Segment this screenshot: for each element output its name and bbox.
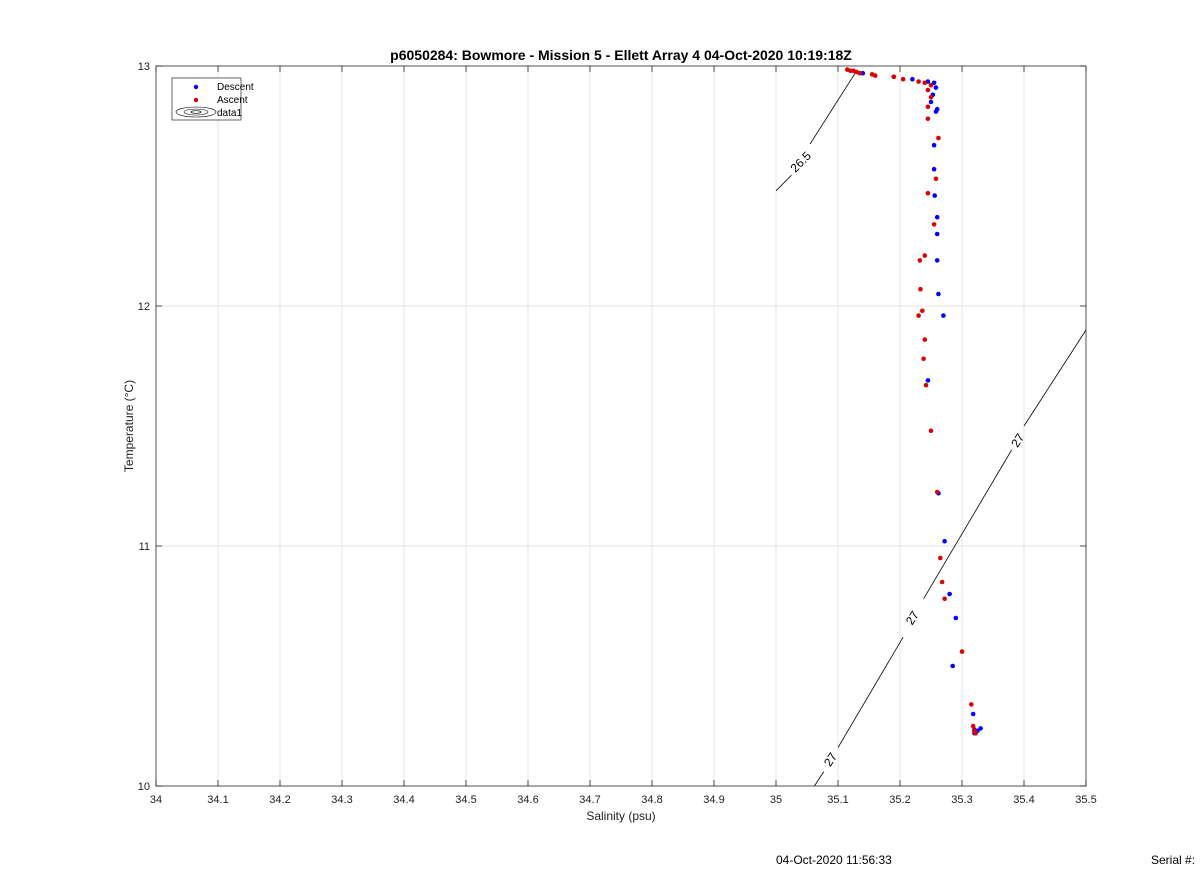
point-ascent — [925, 87, 931, 93]
point-ascent — [933, 176, 939, 182]
contour-line-27 — [923, 449, 1012, 600]
point-ascent — [931, 222, 937, 227]
contour-line-26-5 — [775, 174, 792, 192]
point-descent — [934, 231, 940, 237]
point-ascent — [922, 337, 928, 342]
legend-data1-label: data1 — [217, 108, 242, 119]
point-descent — [978, 726, 983, 731]
point-ascent — [918, 286, 923, 292]
x-tick-label: 34.3 — [331, 794, 352, 806]
x-tick-label: 35.2 — [889, 794, 910, 806]
x-tick-label: 34.9 — [703, 794, 724, 806]
data-points — [845, 67, 983, 736]
y-tick-label: 11 — [139, 541, 150, 553]
x-tick-label: 35.5 — [1075, 794, 1096, 806]
point-descent — [928, 99, 934, 105]
point-descent — [933, 85, 939, 90]
y-tick-label: 12 — [138, 301, 150, 313]
point-ascent — [925, 104, 931, 110]
x-axis-label: Salinity (psu) — [586, 809, 655, 823]
legend-ascent-marker — [193, 97, 199, 103]
point-ascent — [891, 74, 897, 80]
point-descent — [933, 109, 939, 114]
x-tick-label: 35.4 — [1013, 794, 1034, 806]
point-descent — [934, 214, 940, 220]
point-ascent — [916, 79, 921, 84]
x-tick-label: 34.2 — [269, 794, 290, 806]
point-descent — [941, 313, 946, 318]
point-ascent — [925, 190, 931, 196]
x-tick-label: 34.7 — [579, 794, 600, 806]
legend-descent-label: Descent — [217, 82, 254, 93]
point-descent — [950, 663, 955, 669]
point-ascent — [920, 308, 925, 314]
point-ascent — [922, 80, 928, 86]
point-ascent — [928, 94, 934, 100]
plot-area — [156, 66, 1086, 786]
point-descent — [936, 291, 941, 297]
point-ascent — [938, 555, 943, 561]
point-ascent — [969, 702, 974, 707]
point-ascent — [942, 596, 947, 602]
point-descent — [931, 80, 937, 86]
point-ascent — [857, 70, 862, 76]
point-descent — [932, 193, 938, 198]
legend-contour-icon — [175, 106, 217, 118]
point-descent — [942, 538, 947, 544]
y-axis-label: Temperature (°C) — [122, 380, 136, 472]
plot-frame — [155, 65, 1087, 787]
point-ascent — [916, 313, 921, 318]
legend: Descent Ascent data1 — [171, 77, 254, 121]
point-ascent — [973, 730, 978, 736]
point-ascent — [939, 579, 945, 585]
x-tick-label: 34.8 — [641, 794, 662, 806]
point-ascent — [922, 253, 928, 258]
point-ascent — [934, 489, 940, 495]
x-axis: 34 34.1 34.2 34.3 34.4 34.5 34.6 34.7 34.8 34.9 35… — [150, 66, 1097, 806]
point-ascent — [970, 723, 976, 729]
y-tick-label: 10 — [138, 781, 150, 793]
y-tick-label: 13 — [138, 61, 150, 73]
point-descent — [931, 142, 937, 148]
point-ascent — [921, 356, 926, 362]
point-descent — [953, 615, 959, 621]
point-ascent — [959, 649, 965, 654]
x-tick-label: 35.3 — [951, 794, 972, 806]
point-ascent — [900, 76, 906, 82]
x-tick-label: 34 — [150, 794, 162, 806]
point-descent — [970, 711, 976, 717]
legend-box — [171, 77, 242, 121]
x-tick-label: 34.5 — [455, 794, 476, 806]
point-descent — [947, 591, 952, 597]
x-tick-label: 34.1 — [207, 794, 228, 806]
point-ascent — [872, 73, 878, 78]
x-tick-label: 34.6 — [517, 794, 538, 806]
contour-line-26-5 — [809, 70, 857, 145]
legend-descent-marker — [193, 84, 199, 90]
contour-line-27 — [814, 771, 825, 787]
point-ascent — [928, 82, 934, 88]
legend-ascent-label: Ascent — [217, 95, 248, 106]
point-ascent — [917, 258, 923, 263]
x-tick-label: 35 — [770, 794, 782, 806]
chart-title: p6050284: Bowmore - Mission 5 - Ellett A… — [390, 47, 852, 63]
grid-lines — [156, 66, 1086, 786]
point-ascent — [936, 135, 941, 141]
footer-serial: Serial #: — [1151, 853, 1196, 867]
y-axis: 10 11 12 13 — [138, 61, 1086, 793]
point-descent — [910, 76, 915, 82]
contour-line-27 — [1023, 329, 1087, 427]
point-descent — [931, 166, 937, 172]
x-tick-label: 34.4 — [393, 794, 414, 806]
contour-line-27 — [837, 636, 904, 748]
x-tick-label: 35.1 — [827, 794, 848, 806]
point-ascent — [923, 382, 929, 388]
point-ascent — [925, 116, 931, 122]
footer-timestamp: 04-Oct-2020 11:56:33 — [776, 853, 892, 867]
point-descent — [925, 378, 931, 383]
point-descent — [934, 258, 940, 263]
point-ascent — [928, 428, 934, 434]
